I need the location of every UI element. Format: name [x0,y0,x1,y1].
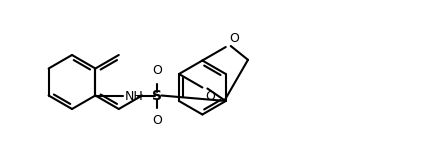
Text: O: O [206,90,215,102]
Text: S: S [152,89,162,102]
Text: O: O [152,113,162,126]
Text: O: O [229,32,238,45]
Text: O: O [152,64,162,78]
Text: NH: NH [124,90,143,103]
